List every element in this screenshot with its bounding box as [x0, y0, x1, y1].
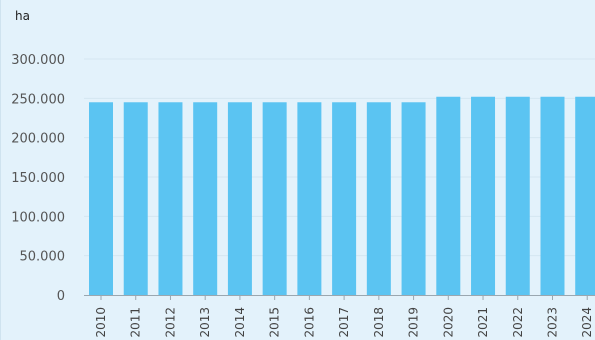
y-axis-ticks: 0 50.000 100.000 150.000 200.000 250.000 300.0… — [11, 53, 65, 304]
x-tick-label: 2024 — [580, 307, 594, 338]
x-tick-label: 2010 — [94, 307, 108, 338]
bar-2011 — [123, 102, 148, 296]
x-tick-label: 2016 — [302, 307, 316, 338]
y-tick-label: 50.000 — [20, 250, 66, 265]
x-tick-label: 2019 — [407, 307, 421, 338]
bar-2012 — [158, 102, 183, 296]
bar-2018 — [366, 102, 391, 296]
x-tick-label: 2011 — [129, 307, 143, 338]
y-tick-label: 250.000 — [11, 92, 65, 107]
x-tick-label: 2014 — [233, 307, 247, 338]
x-tick-label: 2012 — [163, 307, 177, 338]
bar-2015 — [262, 102, 287, 296]
y-tick-label: 300.000 — [11, 53, 65, 68]
x-tick-label: 2022 — [511, 307, 525, 338]
x-tick-label: 2017 — [337, 307, 351, 338]
y-tick-label: 150.000 — [11, 171, 65, 186]
y-axis-label: ha — [15, 9, 30, 23]
bars — [89, 96, 595, 296]
x-tick-label: 2023 — [545, 307, 559, 338]
bar-2020 — [436, 96, 461, 295]
bar-2017 — [332, 102, 357, 296]
bar-2021 — [471, 96, 496, 295]
bar-2016 — [297, 102, 322, 296]
y-tick-label: 100.000 — [11, 210, 65, 225]
bar-2024 — [575, 96, 595, 295]
bar-2023 — [540, 96, 565, 295]
bar-2014 — [227, 102, 252, 296]
x-tick-label: 2013 — [198, 307, 212, 338]
x-axis-ticks: 2010 2011 2012 2013 2014 2015 2016 2017 2018 2019… — [94, 295, 594, 338]
x-tick-label: 2018 — [372, 307, 386, 338]
x-tick-label: 2020 — [441, 307, 455, 338]
bar-2010 — [89, 102, 113, 296]
bar-2019 — [401, 102, 426, 296]
bar-2022 — [505, 96, 530, 295]
y-tick-label: 200.000 — [11, 132, 65, 147]
x-tick-label: 2015 — [268, 307, 282, 338]
y-tick-label: 0 — [57, 289, 65, 304]
x-tick-label: 2021 — [476, 307, 490, 338]
bar-2013 — [193, 102, 218, 296]
